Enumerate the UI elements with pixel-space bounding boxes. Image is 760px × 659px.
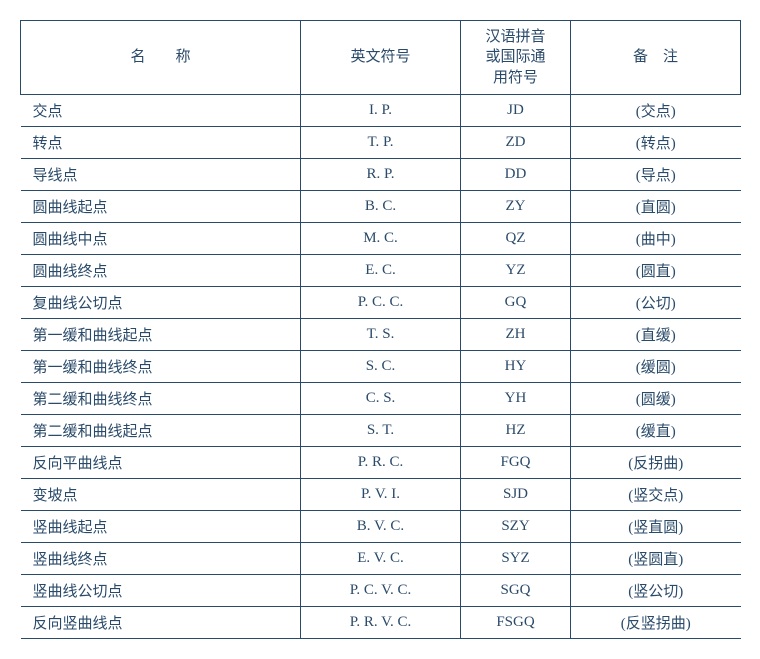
cell-eng: M. C.	[301, 222, 461, 254]
cell-eng: E. V. C.	[301, 542, 461, 574]
cell-eng: B. V. C.	[301, 510, 461, 542]
table-row: 导线点R. P.DD(导点)	[21, 158, 741, 190]
cell-note: (导点)	[571, 158, 741, 190]
cell-pinyin: ZD	[461, 126, 571, 158]
cell-eng: P. C. V. C.	[301, 574, 461, 606]
cell-eng: P. R. V. C.	[301, 606, 461, 638]
table-header: 名 称 英文符号 汉语拼音 或国际通 用符号 备 注	[21, 21, 741, 95]
cell-pinyin: FGQ	[461, 446, 571, 478]
cell-note: (转点)	[571, 126, 741, 158]
table-row: 第二缓和曲线终点C. S.YH(圆缓)	[21, 382, 741, 414]
cell-pinyin: YZ	[461, 254, 571, 286]
symbols-table: 名 称 英文符号 汉语拼音 或国际通 用符号 备 注 交点I. P.JD(交点)…	[20, 20, 741, 639]
cell-pinyin: SJD	[461, 478, 571, 510]
cell-name: 第一缓和曲线起点	[21, 318, 301, 350]
table-row: 交点I. P.JD(交点)	[21, 94, 741, 126]
table-row: 竖曲线公切点P. C. V. C.SGQ(竖公切)	[21, 574, 741, 606]
cell-note: (交点)	[571, 94, 741, 126]
cell-note: (缓圆)	[571, 350, 741, 382]
cell-note: (竖圆直)	[571, 542, 741, 574]
cell-name: 导线点	[21, 158, 301, 190]
cell-note: (竖公切)	[571, 574, 741, 606]
cell-name: 圆曲线起点	[21, 190, 301, 222]
cell-note: (公切)	[571, 286, 741, 318]
cell-pinyin: DD	[461, 158, 571, 190]
cell-note: (直圆)	[571, 190, 741, 222]
cell-eng: T. S.	[301, 318, 461, 350]
cell-name: 转点	[21, 126, 301, 158]
cell-note: (圆缓)	[571, 382, 741, 414]
cell-name: 第二缓和曲线起点	[21, 414, 301, 446]
table-row: 竖曲线终点E. V. C.SYZ(竖圆直)	[21, 542, 741, 574]
cell-eng: P. R. C.	[301, 446, 461, 478]
cell-eng: R. P.	[301, 158, 461, 190]
cell-eng: T. P.	[301, 126, 461, 158]
table-row: 圆曲线中点M. C.QZ(曲中)	[21, 222, 741, 254]
cell-pinyin: QZ	[461, 222, 571, 254]
cell-name: 交点	[21, 94, 301, 126]
cell-note: (竖直圆)	[571, 510, 741, 542]
header-eng: 英文符号	[301, 21, 461, 95]
cell-name: 竖曲线公切点	[21, 574, 301, 606]
cell-eng: B. C.	[301, 190, 461, 222]
cell-eng: S. C.	[301, 350, 461, 382]
cell-note: (竖交点)	[571, 478, 741, 510]
cell-pinyin: FSGQ	[461, 606, 571, 638]
cell-eng: I. P.	[301, 94, 461, 126]
cell-pinyin: JD	[461, 94, 571, 126]
header-name: 名 称	[21, 21, 301, 95]
table-body: 交点I. P.JD(交点)转点T. P.ZD(转点)导线点R. P.DD(导点)…	[21, 94, 741, 638]
cell-note: (直缓)	[571, 318, 741, 350]
cell-pinyin: SZY	[461, 510, 571, 542]
cell-pinyin: YH	[461, 382, 571, 414]
cell-name: 变坡点	[21, 478, 301, 510]
cell-pinyin: ZY	[461, 190, 571, 222]
cell-pinyin: HY	[461, 350, 571, 382]
table-row: 竖曲线起点B. V. C.SZY(竖直圆)	[21, 510, 741, 542]
cell-name: 第二缓和曲线终点	[21, 382, 301, 414]
cell-name: 竖曲线终点	[21, 542, 301, 574]
cell-pinyin: GQ	[461, 286, 571, 318]
table-row: 圆曲线终点E. C.YZ(圆直)	[21, 254, 741, 286]
table-row: 圆曲线起点B. C.ZY(直圆)	[21, 190, 741, 222]
cell-eng: S. T.	[301, 414, 461, 446]
cell-eng: P. V. I.	[301, 478, 461, 510]
table-row: 第一缓和曲线终点S. C.HY(缓圆)	[21, 350, 741, 382]
cell-pinyin: SGQ	[461, 574, 571, 606]
header-note: 备 注	[571, 21, 741, 95]
table-row: 第一缓和曲线起点T. S.ZH(直缓)	[21, 318, 741, 350]
cell-name: 反向平曲线点	[21, 446, 301, 478]
cell-note: (曲中)	[571, 222, 741, 254]
cell-note: (反竖拐曲)	[571, 606, 741, 638]
table-row: 反向平曲线点P. R. C.FGQ(反拐曲)	[21, 446, 741, 478]
cell-eng: C. S.	[301, 382, 461, 414]
header-pinyin: 汉语拼音 或国际通 用符号	[461, 21, 571, 95]
cell-name: 圆曲线终点	[21, 254, 301, 286]
cell-note: (圆直)	[571, 254, 741, 286]
cell-pinyin: HZ	[461, 414, 571, 446]
table-row: 第二缓和曲线起点S. T.HZ(缓直)	[21, 414, 741, 446]
table-row: 变坡点P. V. I.SJD(竖交点)	[21, 478, 741, 510]
cell-name: 反向竖曲线点	[21, 606, 301, 638]
cell-eng: P. C. C.	[301, 286, 461, 318]
cell-name: 复曲线公切点	[21, 286, 301, 318]
cell-pinyin: ZH	[461, 318, 571, 350]
table-row: 反向竖曲线点P. R. V. C.FSGQ(反竖拐曲)	[21, 606, 741, 638]
cell-note: (反拐曲)	[571, 446, 741, 478]
cell-name: 第一缓和曲线终点	[21, 350, 301, 382]
cell-note: (缓直)	[571, 414, 741, 446]
cell-name: 圆曲线中点	[21, 222, 301, 254]
cell-pinyin: SYZ	[461, 542, 571, 574]
table-row: 转点T. P.ZD(转点)	[21, 126, 741, 158]
table-row: 复曲线公切点P. C. C.GQ(公切)	[21, 286, 741, 318]
cell-name: 竖曲线起点	[21, 510, 301, 542]
cell-eng: E. C.	[301, 254, 461, 286]
